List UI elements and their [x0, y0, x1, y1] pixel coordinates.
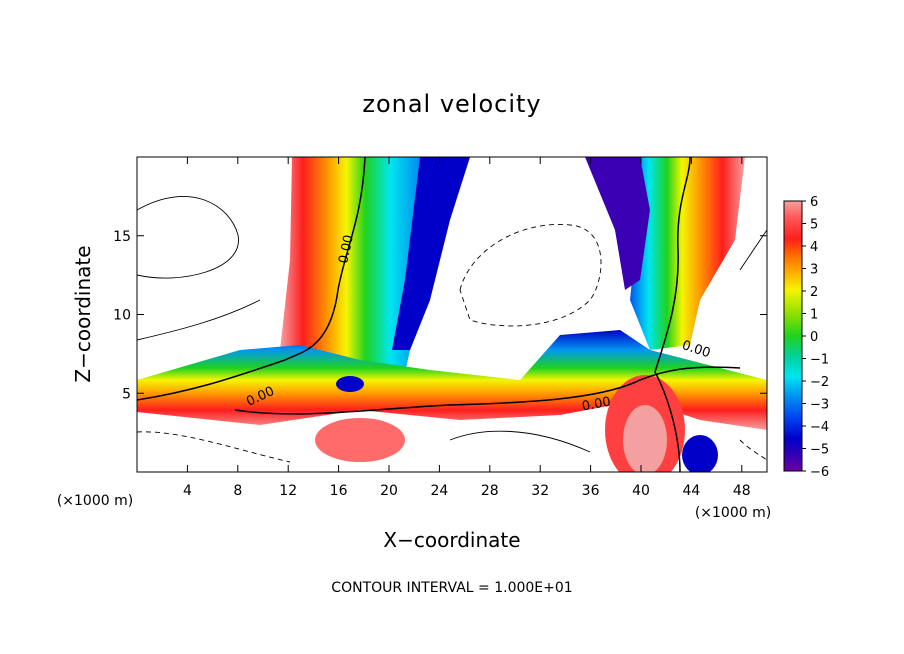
colorbar-tick-label: 1 — [810, 308, 818, 323]
colorbar-tick-label: 0 — [810, 330, 818, 345]
colorbar-tick-label: 5 — [810, 218, 818, 233]
colorbar-tick-label: 4 — [810, 240, 818, 255]
colorbar-tick-label: −1 — [810, 353, 829, 368]
colorbar-tick-label: −6 — [810, 465, 829, 480]
colorbar-tick-label: −4 — [810, 420, 829, 435]
contour-interval-note: CONTOUR INTERVAL = 1.000E+01 — [331, 580, 572, 596]
colorbar-tick-label: −3 — [810, 398, 829, 413]
colorbar-tick-label: −2 — [810, 375, 829, 390]
x-tick-label: 36 — [582, 483, 600, 499]
x-tick-label: 40 — [632, 483, 650, 499]
colorbar-tick-label: −5 — [810, 443, 829, 458]
chart-title: zonal velocity — [362, 90, 541, 118]
x-tick-label: 32 — [531, 483, 549, 499]
x-axis-ticks: 4 8 12 16 20 24 28 32 36 40 44 48 — [183, 157, 751, 499]
colorbar-tick-label: 6 — [810, 195, 818, 210]
y-axis-label: Z−coordinate — [71, 245, 95, 382]
y-tick-label: 10 — [113, 308, 131, 324]
y-tick-label: 15 — [113, 229, 131, 245]
x-tick-label: 48 — [733, 483, 751, 499]
x-tick-label: 20 — [380, 483, 398, 499]
x-tick-label: 16 — [330, 483, 348, 499]
y-axis-ticks: 5 10 15 — [113, 229, 767, 402]
colorbar — [783, 200, 803, 472]
x-tick-label: 8 — [233, 483, 242, 499]
x-tick-label: 44 — [682, 483, 700, 499]
colorbar-tick-label: 2 — [810, 285, 818, 300]
x-axis-label: X−coordinate — [383, 528, 520, 552]
colorbar-ticks: 6 5 4 3 2 1 0 −1 −2 −3 −4 −5 −6 — [802, 195, 829, 480]
x-tick-label: 12 — [279, 483, 297, 499]
velocity-field — [137, 157, 767, 472]
x-end-unit-label: (×1000 m) — [695, 505, 771, 521]
x-tick-label: 4 — [183, 483, 192, 499]
y-tick-label: 5 — [122, 386, 131, 402]
x-tick-label: 24 — [430, 483, 448, 499]
contour-label: 0.00 — [336, 234, 357, 265]
x-origin-unit-label: (×1000 m) — [57, 493, 133, 509]
x-tick-label: 28 — [481, 483, 499, 499]
contour-label: 0.00 — [581, 395, 612, 415]
colorbar-tick-label: 3 — [810, 263, 818, 278]
